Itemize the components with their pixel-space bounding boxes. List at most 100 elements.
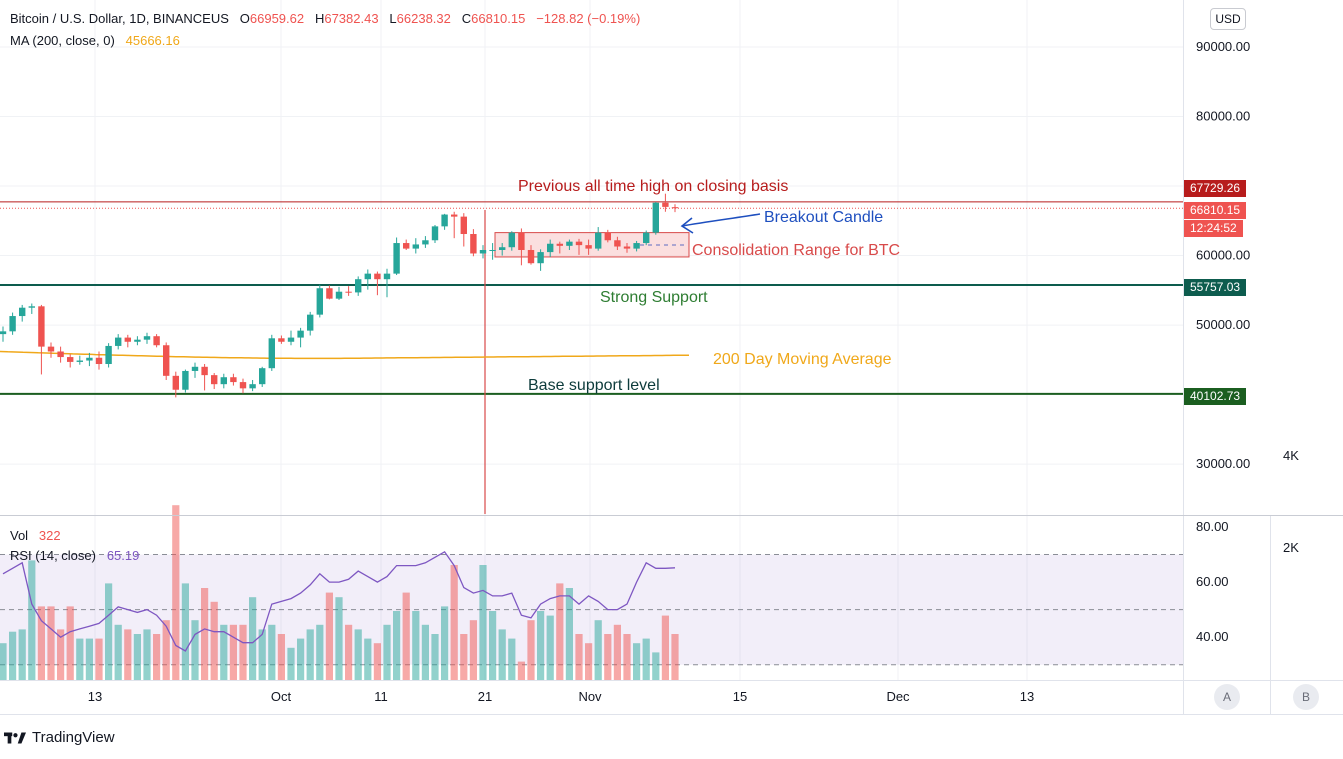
candle xyxy=(316,284,323,318)
auto-scale-button[interactable]: A xyxy=(1214,684,1240,710)
time-tick-label: 11 xyxy=(374,689,388,704)
ma-line xyxy=(0,350,689,360)
candle xyxy=(643,230,650,246)
open-value: 66959.62 xyxy=(249,11,305,26)
candle xyxy=(671,204,679,213)
candle-body xyxy=(431,226,439,241)
scale-b-button[interactable]: B xyxy=(1293,684,1319,710)
candle xyxy=(345,286,352,296)
candle-body xyxy=(652,202,659,233)
low-label: L xyxy=(389,11,397,26)
volume-bar xyxy=(393,611,401,680)
volume-bar xyxy=(345,624,353,680)
volume-bar xyxy=(181,583,189,680)
candle xyxy=(556,241,563,254)
candle-body xyxy=(393,243,400,274)
candle-body xyxy=(259,368,266,385)
tradingview-chart[interactable]: 90000.00 80000.00 60000.00 50000.00 30000.00… xyxy=(0,0,1343,714)
candle-body xyxy=(191,366,199,371)
volume-bar xyxy=(105,583,113,680)
candle xyxy=(355,276,362,296)
volume-bar xyxy=(364,638,372,680)
candle xyxy=(143,332,151,344)
candle xyxy=(489,243,496,260)
candle-body xyxy=(307,314,314,331)
volume-bar xyxy=(47,606,55,680)
candle-body xyxy=(527,249,535,264)
candle xyxy=(163,342,170,381)
volume-bar xyxy=(277,634,285,680)
volume-bar xyxy=(201,588,209,680)
candle xyxy=(47,342,55,358)
high-label: H xyxy=(314,11,325,26)
candle-body xyxy=(95,357,103,365)
rsi-legend[interactable]: RSI (14, close) 65.19 xyxy=(10,548,139,563)
volume-bar xyxy=(85,638,93,680)
candle xyxy=(508,231,515,251)
bar-countdown-label: 12:24:52 xyxy=(1184,220,1243,237)
time-tick-label: Nov xyxy=(578,689,602,704)
candle-body xyxy=(0,331,7,335)
candle xyxy=(451,211,458,239)
candle-body xyxy=(239,382,247,389)
candle xyxy=(191,362,199,378)
candle-body xyxy=(460,216,467,235)
candle-body xyxy=(451,214,458,217)
strong-support-price-label: 55757.03 xyxy=(1184,279,1247,296)
volume-bar xyxy=(613,624,621,680)
candle xyxy=(230,373,237,386)
candle-body xyxy=(595,232,602,249)
price-level-lines xyxy=(0,201,1183,514)
rsi-tick-label: 60.00 xyxy=(1196,574,1229,589)
candle xyxy=(595,227,602,251)
candle xyxy=(19,304,26,322)
candle-body xyxy=(153,336,160,346)
volume-bar xyxy=(421,624,429,680)
candle-body xyxy=(38,306,45,347)
rsi-value: 65.19 xyxy=(106,548,140,563)
volume-bar xyxy=(633,643,641,680)
candle xyxy=(585,239,592,255)
volume-bar xyxy=(37,606,45,680)
candle-body xyxy=(556,243,563,246)
tradingview-logo[interactable]: TradingView xyxy=(4,729,115,746)
time-tick-label: 13 xyxy=(1020,689,1034,704)
candle xyxy=(287,330,295,346)
candle-body xyxy=(364,273,371,280)
volume-bar xyxy=(537,611,545,680)
candle xyxy=(201,364,208,391)
volume-bar xyxy=(594,620,602,680)
candle xyxy=(604,229,611,243)
volume-bar xyxy=(133,634,141,680)
symbol-legend: Bitcoin / U.S. Dollar, 1D, BINANCEUS O66… xyxy=(10,11,640,26)
candle-body xyxy=(67,357,74,362)
candle xyxy=(537,249,544,271)
tradingview-logo-icon xyxy=(4,732,26,743)
candle-body xyxy=(614,240,621,247)
candle-body xyxy=(335,291,343,299)
candle-body xyxy=(28,306,35,308)
candle-body xyxy=(143,336,151,340)
candle xyxy=(527,245,535,265)
candle-body xyxy=(374,273,381,280)
volume-bar xyxy=(306,629,314,680)
candle xyxy=(259,366,266,387)
candle xyxy=(220,373,227,389)
candle xyxy=(249,380,256,392)
candle-body xyxy=(383,273,391,280)
volume-bar xyxy=(527,620,535,680)
candle xyxy=(441,213,448,230)
ma-legend[interactable]: MA (200, close, 0) 45666.16 xyxy=(10,33,180,48)
volume-bar xyxy=(114,624,122,680)
candle-body xyxy=(508,232,515,248)
candle xyxy=(297,327,304,348)
volume-bar xyxy=(354,629,362,680)
candle-body xyxy=(479,249,487,254)
candle xyxy=(652,202,659,235)
volume-bar xyxy=(249,597,257,680)
candle-body xyxy=(499,247,506,250)
volume-legend[interactable]: Vol 322 xyxy=(10,528,61,543)
time-tick-label: Oct xyxy=(271,689,292,704)
currency-button[interactable]: USD xyxy=(1210,8,1246,30)
candlestick-series xyxy=(0,193,679,398)
